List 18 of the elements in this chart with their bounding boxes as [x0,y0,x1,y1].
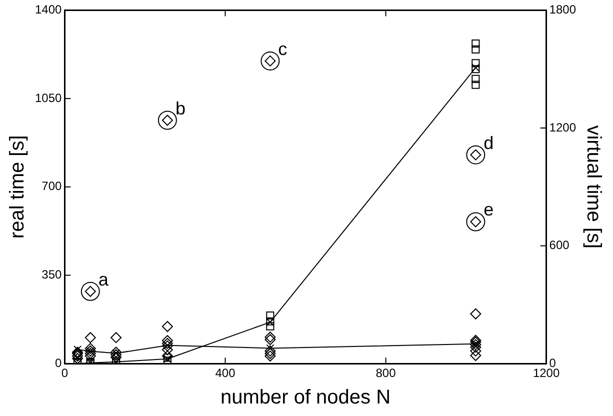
y-tick-label: 700 [42,179,62,194]
y-tick-label: 1400 [34,2,62,17]
y2-tick-label: 600 [549,238,570,252]
annotation: e [484,200,494,220]
x-axis-title: number of nodes N [220,386,391,409]
y-tick-label: 1050 [34,90,62,105]
x-tick-label: 800 [376,366,396,380]
y-axis-title: real time [s] [6,135,29,239]
annotation: a [98,269,110,290]
annotation: d [484,132,494,153]
annotation: b [175,98,186,118]
y2-tick-label: 1800 [549,2,576,17]
y-tick-label: 350 [42,268,62,282]
annotation: c [278,38,288,59]
x-tick-label: 400 [215,366,236,380]
y2-axis-title: virtual time [s] [582,125,604,249]
y-tick-label: 0 [55,356,62,370]
y2-tick-label: 1200 [549,120,576,134]
